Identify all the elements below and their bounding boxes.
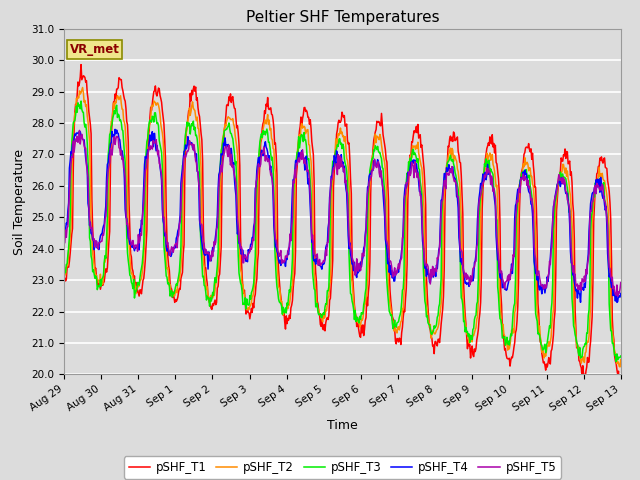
pSHF_T2 [185, 114, 193, 120]
pSHF_T5 [214, 209, 222, 215]
pSHF_T3 [214, 249, 222, 255]
pSHF_T4 [411, 157, 419, 163]
pSHF_T3 [617, 353, 625, 359]
pSHF_T4 [617, 290, 625, 296]
pSHF_T5 [60, 240, 68, 246]
pSHF_T2 [70, 119, 78, 125]
pSHF_T1 [185, 108, 193, 113]
pSHF_T3 [411, 150, 419, 156]
pSHF_T5 [614, 293, 621, 299]
pSHF_T3 [70, 119, 78, 124]
pSHF_T2 [60, 276, 68, 281]
pSHF_T1 [77, 62, 85, 68]
pSHF_T3 [77, 98, 85, 104]
pSHF_T3 [60, 273, 68, 278]
pSHF_T1 [428, 335, 435, 340]
pSHF_T4 [613, 300, 621, 305]
Line: pSHF_T2: pSHF_T2 [64, 87, 621, 367]
pSHF_T1 [616, 384, 624, 389]
pSHF_T5 [617, 280, 625, 286]
pSHF_T4 [70, 135, 78, 141]
Title: Peltier SHF Temperatures: Peltier SHF Temperatures [246, 10, 439, 25]
pSHF_T3 [185, 120, 193, 126]
pSHF_T2 [616, 364, 624, 370]
Line: pSHF_T3: pSHF_T3 [64, 101, 621, 361]
pSHF_T2 [128, 271, 136, 276]
pSHF_T1 [128, 265, 136, 271]
pSHF_T2 [617, 357, 625, 362]
Line: pSHF_T4: pSHF_T4 [64, 129, 621, 302]
Text: VR_met: VR_met [70, 43, 120, 56]
pSHF_T2 [428, 336, 435, 341]
pSHF_T4 [60, 231, 68, 237]
pSHF_T1 [214, 284, 222, 289]
Legend: pSHF_T1, pSHF_T2, pSHF_T3, pSHF_T4, pSHF_T5: pSHF_T1, pSHF_T2, pSHF_T3, pSHF_T4, pSHF… [124, 456, 561, 479]
pSHF_T1 [411, 130, 419, 135]
pSHF_T5 [128, 240, 136, 246]
pSHF_T5 [428, 266, 435, 272]
pSHF_T5 [411, 159, 419, 165]
pSHF_T3 [128, 281, 136, 287]
pSHF_T4 [428, 274, 435, 279]
pSHF_T5 [185, 146, 193, 152]
pSHF_T3 [428, 331, 435, 336]
pSHF_T2 [214, 269, 222, 275]
pSHF_T4 [214, 186, 222, 192]
pSHF_T5 [76, 128, 83, 133]
pSHF_T4 [185, 142, 193, 148]
pSHF_T1 [617, 374, 625, 380]
pSHF_T1 [60, 278, 68, 284]
Line: pSHF_T5: pSHF_T5 [64, 131, 621, 296]
pSHF_T4 [111, 126, 119, 132]
pSHF_T5 [70, 149, 78, 155]
pSHF_T2 [411, 144, 419, 149]
pSHF_T2 [79, 84, 86, 90]
Line: pSHF_T1: pSHF_T1 [64, 65, 621, 386]
pSHF_T3 [612, 359, 620, 364]
pSHF_T4 [128, 244, 136, 250]
X-axis label: Time: Time [327, 419, 358, 432]
Y-axis label: Soil Temperature: Soil Temperature [13, 149, 26, 254]
pSHF_T1 [70, 128, 78, 134]
